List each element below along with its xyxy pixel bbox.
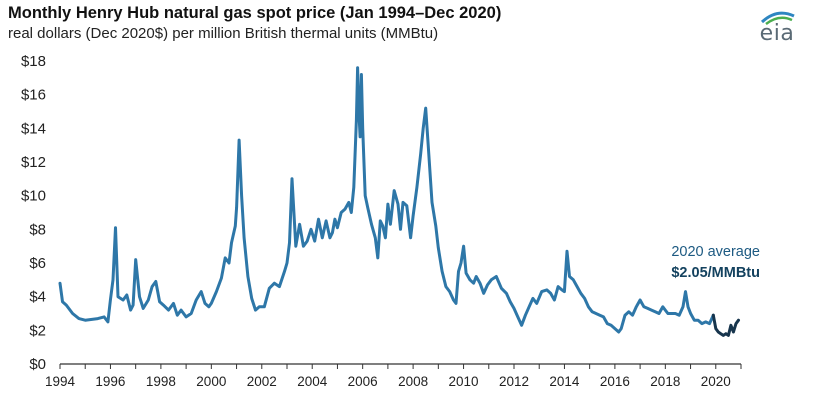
y-tick-label: $4 <box>29 289 46 306</box>
x-tick-label: 2020 <box>701 374 731 389</box>
annotation-average-label: 2020 average <box>671 244 760 260</box>
y-tick-label: $10 <box>21 188 46 205</box>
chart-title: Monthly Henry Hub natural gas spot price… <box>8 4 502 22</box>
x-tick-label: 2018 <box>650 374 680 389</box>
series-line-2020 <box>711 313 740 337</box>
annotations: 2020 average $2.05/MMBtu <box>671 244 760 281</box>
annotation-average-value: $2.05/MMBtu <box>671 265 760 281</box>
x-tick-label: 2004 <box>297 374 328 389</box>
x-tick-label: 1996 <box>95 374 125 389</box>
x-tick-label: 1998 <box>146 374 176 389</box>
chart-subtitle: real dollars (Dec 2020$) per million Bri… <box>8 25 439 42</box>
y-tick-label: $18 <box>21 53 46 70</box>
axes: $0 $2 $4 $6 $8 $10 $12 $14 $16 $18 1994 1996 1998 200… <box>21 53 742 389</box>
x-tick-label: 2008 <box>398 374 428 389</box>
logo-arc-green <box>765 16 793 26</box>
logo-text: eia <box>759 21 795 46</box>
x-tick-label: 2000 <box>196 374 226 389</box>
y-tick-label: $14 <box>21 120 46 137</box>
series-lines <box>58 66 740 337</box>
y-tick-label: $0 <box>29 356 46 373</box>
x-tick-label: 2016 <box>600 374 630 389</box>
eia-logo: eia <box>752 6 802 50</box>
eia-logo-arcs-icon <box>760 11 795 26</box>
x-tick-label: 2002 <box>247 374 277 389</box>
x-tick-label: 2006 <box>348 374 378 389</box>
x-tick-label: 2012 <box>499 374 529 389</box>
y-tick-label: $16 <box>21 87 46 104</box>
x-tick-label: 1994 <box>45 374 76 389</box>
y-tick-label: $2 <box>29 322 46 339</box>
y-tick-label: $6 <box>29 255 46 272</box>
x-tick-label: 2014 <box>549 374 580 389</box>
y-tick-label: $12 <box>21 154 46 171</box>
logo-arc-blue <box>760 11 795 24</box>
x-tick-label: 2010 <box>449 374 479 389</box>
series-line-1994-2019 <box>58 66 715 334</box>
y-tick-label: $8 <box>29 221 46 238</box>
